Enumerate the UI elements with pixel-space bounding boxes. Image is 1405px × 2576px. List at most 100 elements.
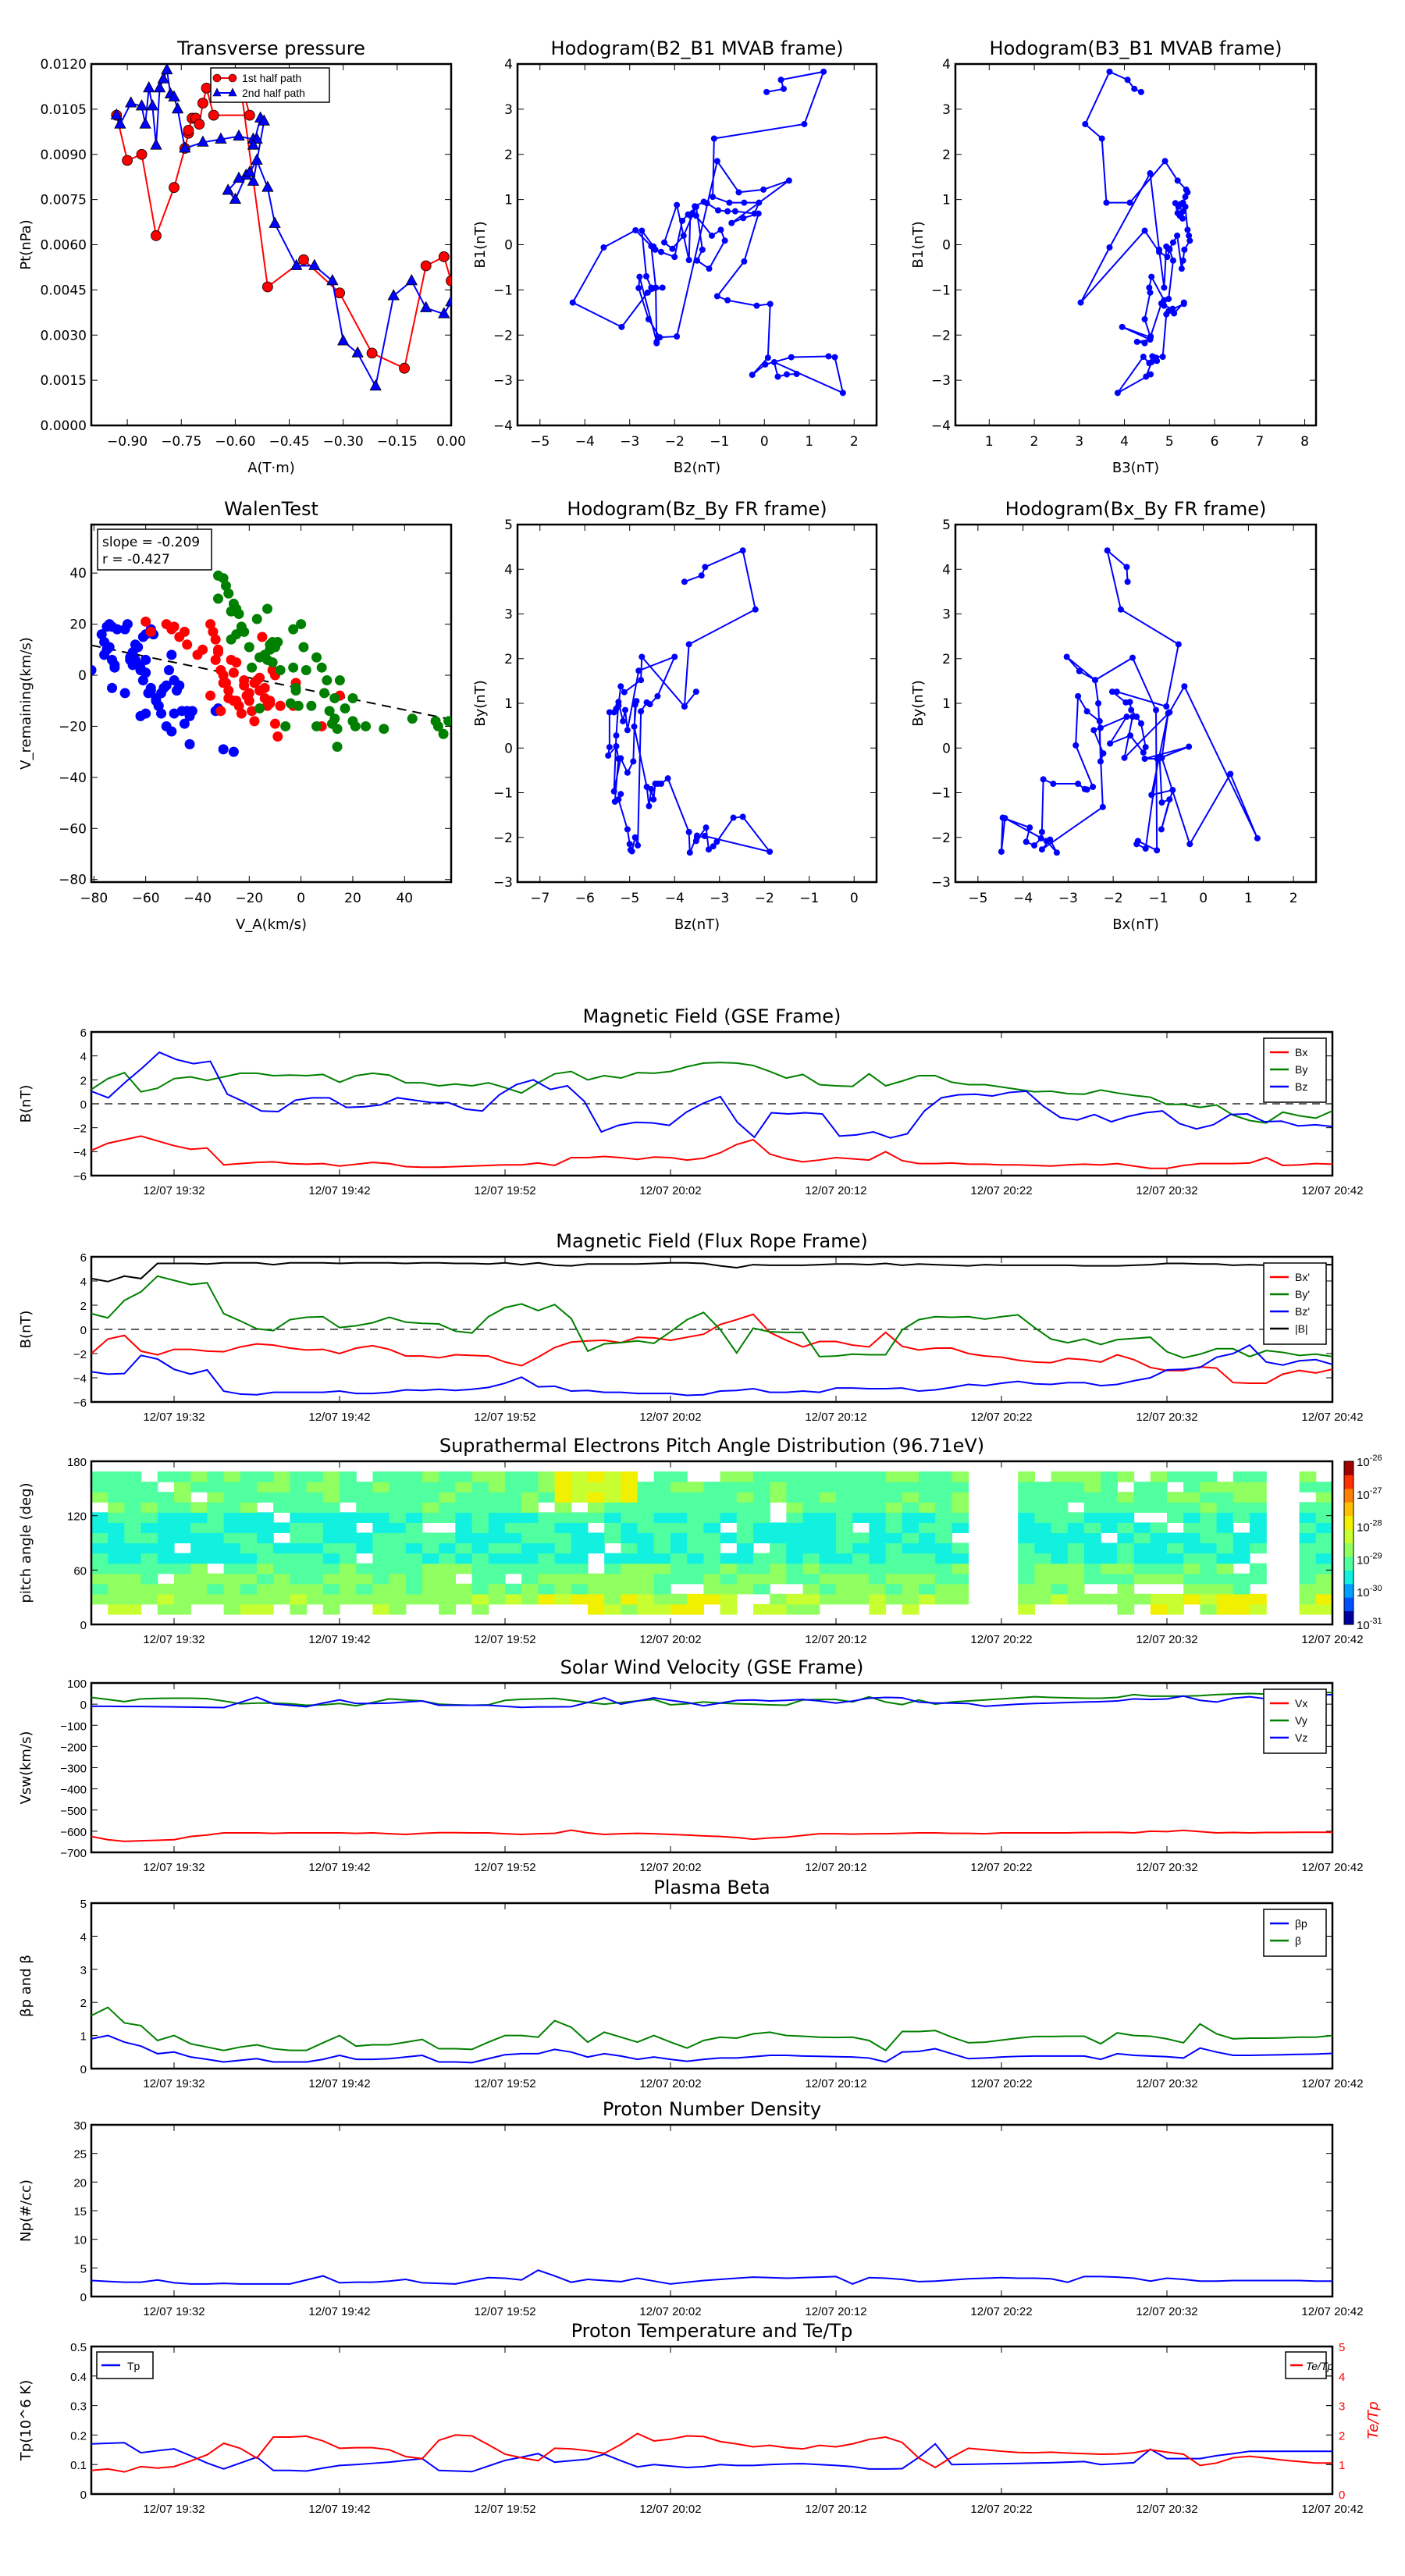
heatmap-cell	[290, 1542, 308, 1554]
heatmap-cell	[521, 1563, 539, 1574]
x-tick-label: 12/07 19:32	[143, 1411, 205, 1424]
heatmap-cell	[108, 1603, 125, 1615]
data-point	[741, 258, 748, 265]
data-point	[143, 81, 155, 93]
data-point	[1104, 547, 1111, 554]
data-point	[251, 614, 262, 624]
data-point	[1038, 846, 1045, 853]
data-point	[661, 239, 668, 246]
heatmap-cell	[322, 1492, 340, 1503]
heatmap-cell	[1051, 1532, 1069, 1544]
heatmap-cell	[852, 1471, 870, 1482]
heatmap-cell	[951, 1553, 969, 1564]
x-tick-label: −0.45	[269, 434, 309, 450]
data-point	[710, 843, 717, 850]
heatmap-cell	[1200, 1492, 1218, 1503]
y-tick-label: 2	[80, 1074, 87, 1087]
heatmap-cell	[1200, 1603, 1218, 1615]
heatmap-cell	[257, 1583, 274, 1595]
heatmap-cell	[621, 1573, 638, 1585]
data-point	[1037, 834, 1044, 841]
heatmap-cell	[621, 1502, 638, 1513]
data-point	[1113, 688, 1120, 696]
heatmap-cell	[1034, 1573, 1052, 1585]
data-point	[628, 848, 635, 855]
heatmap-cell	[637, 1593, 655, 1605]
heatmap-cell	[1183, 1502, 1200, 1513]
data-point	[326, 273, 339, 286]
heatmap-cell	[521, 1512, 539, 1523]
data-point	[1124, 578, 1131, 585]
heatmap-cell	[770, 1522, 787, 1534]
data-point	[1127, 732, 1134, 739]
data-point	[1114, 390, 1121, 397]
data-point	[692, 203, 699, 210]
heatmap-cell	[802, 1583, 820, 1595]
x-tick-label: −80	[80, 891, 108, 906]
x-tick-label: −0.75	[161, 434, 201, 450]
heatmap-cell	[1232, 1502, 1250, 1513]
chart-title: Hodogram(Bz_By FR frame)	[567, 498, 827, 520]
exponent: -26	[1370, 1453, 1382, 1463]
heatmap-cell	[571, 1471, 589, 1482]
x-tick-label: 40	[396, 891, 413, 906]
heatmap-cell	[439, 1563, 456, 1574]
right-y-axis-label: Te/Tp	[1365, 2401, 1382, 2439]
x-tick-label: 0	[297, 891, 305, 906]
y-tick-label: 0	[80, 1098, 87, 1112]
data-point	[680, 232, 687, 239]
heatmap-cell	[471, 1512, 489, 1523]
heatmap-cell	[1034, 1522, 1052, 1534]
x-tick-label: 12/07 19:42	[308, 2077, 370, 2090]
heatmap-cell	[372, 1573, 390, 1585]
data-point	[285, 698, 296, 709]
heatmap-cell	[753, 1603, 770, 1615]
data-point	[1146, 284, 1153, 291]
legend-label: βp	[1295, 1917, 1307, 1930]
data-point	[1184, 226, 1191, 233]
heatmap-cell	[157, 1563, 175, 1574]
heatmap-cell	[951, 1583, 969, 1595]
heatmap-cell	[571, 1573, 589, 1585]
heatmap-cell	[869, 1603, 887, 1615]
y-tick-label: 0.1	[70, 2459, 87, 2472]
heatmap-cell	[687, 1603, 704, 1615]
data-point	[1117, 606, 1124, 613]
data-point	[606, 709, 613, 716]
heatmap-cell	[471, 1542, 489, 1554]
heatmap-cell	[1133, 1522, 1151, 1534]
heatmap-cell	[538, 1563, 556, 1574]
data-point	[183, 124, 194, 136]
heatmap-cell	[1299, 1532, 1317, 1544]
series-bx-by	[998, 547, 1261, 856]
x-tick-label: 0.00	[436, 434, 466, 450]
heatmap-cell	[1084, 1492, 1101, 1503]
heatmap-cell	[1315, 1542, 1333, 1554]
heatmap-cell	[869, 1512, 887, 1523]
heatmap-cell	[819, 1482, 837, 1493]
heatmap-cell	[273, 1482, 290, 1493]
heatmap-cell	[703, 1563, 721, 1574]
heatmap-cell	[207, 1492, 225, 1503]
heatmap-cell	[190, 1532, 208, 1544]
heatmap-cell	[621, 1563, 638, 1574]
heatmap-cell	[306, 1492, 324, 1503]
heatmap-cell	[273, 1542, 290, 1554]
legend-box	[1263, 1909, 1327, 1957]
y-tick-label: 60	[73, 1564, 87, 1578]
plot-frame	[516, 62, 878, 427]
data-point	[615, 699, 622, 706]
heatmap-cell	[885, 1522, 903, 1534]
data-point	[1097, 758, 1104, 765]
heatmap-cell	[174, 1471, 191, 1482]
heatmap-cell	[1167, 1471, 1184, 1482]
plot-area	[569, 68, 846, 397]
data-point	[1133, 338, 1140, 345]
data-point	[182, 639, 193, 650]
data-point	[269, 216, 281, 228]
heatmap-cell	[604, 1502, 621, 1513]
colorbar-segment	[1344, 1515, 1353, 1530]
heatmap-cell	[91, 1563, 108, 1574]
heatmap-cell	[852, 1573, 870, 1585]
